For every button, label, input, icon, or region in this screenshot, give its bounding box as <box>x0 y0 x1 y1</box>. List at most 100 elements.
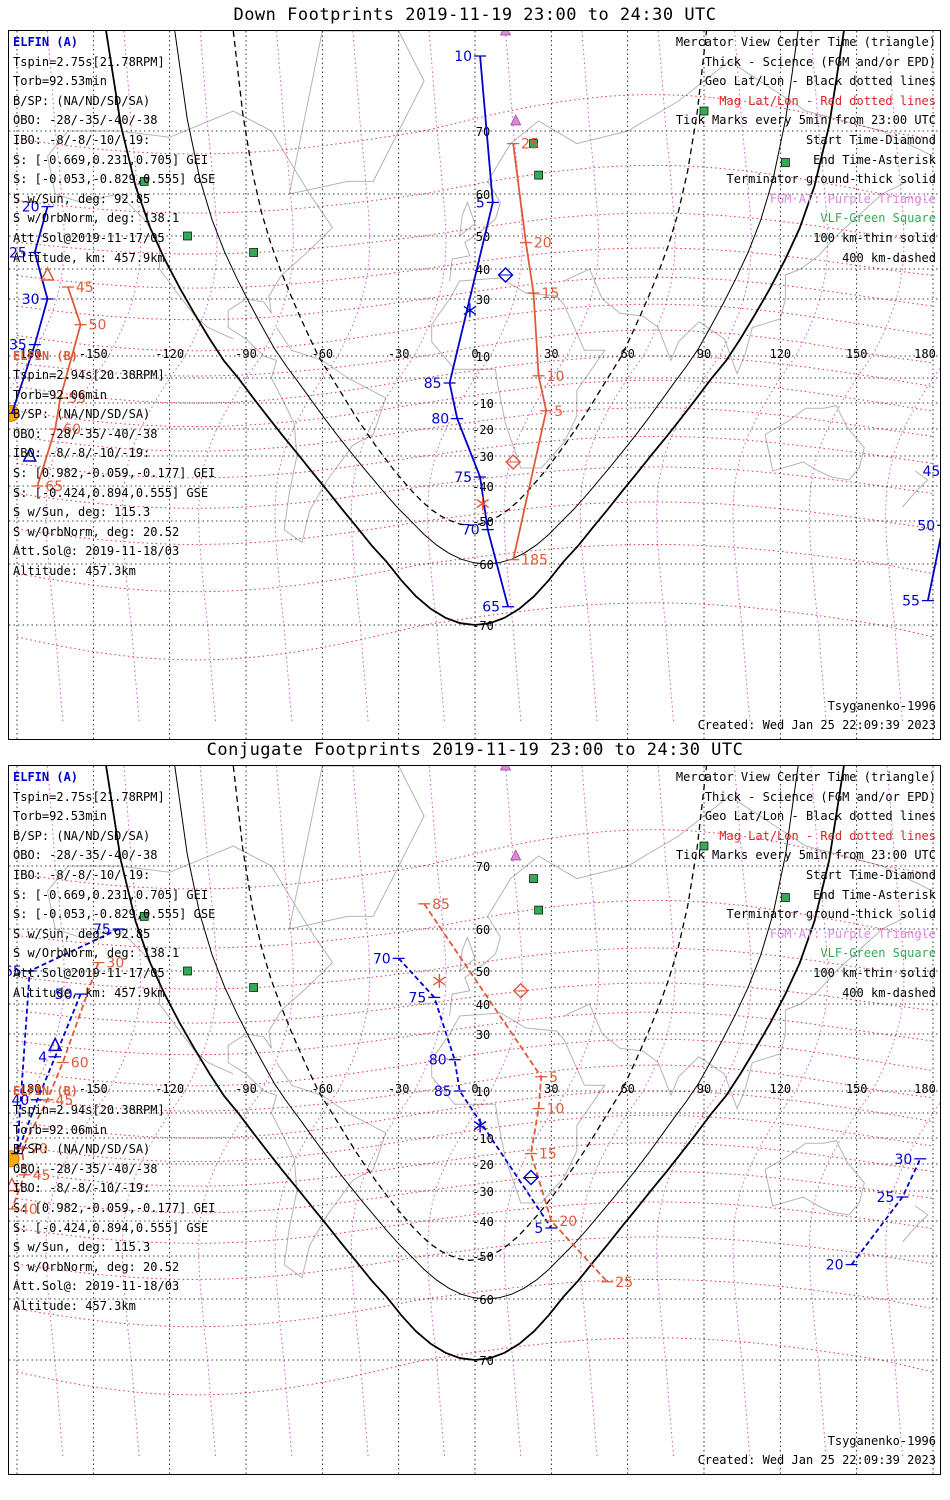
fgm-triangle-icon <box>510 849 522 861</box>
end-asterisk-icon <box>473 1118 487 1133</box>
lat-label: -20 <box>472 1158 494 1172</box>
lat-label: -20 <box>472 423 494 437</box>
elfin-b-obo: OBO: -28/-35/-40/-38 <box>13 426 158 441</box>
elfin-a-tick-label: 30 <box>22 292 40 308</box>
elfin-a-tick-label: 5 <box>534 1221 543 1237</box>
vlf-square-icon <box>781 893 790 902</box>
elfin-a-tick-label: 75 <box>454 470 472 486</box>
lat-label: -40 <box>472 1215 494 1229</box>
lat-label: 30 <box>476 293 490 307</box>
legend-400km: 400 km-dashed <box>842 985 936 1000</box>
legend-tick-marks: Tick Marks every 5min from 23:00 UTC <box>675 848 936 863</box>
elfin-b-tick-label: 5 <box>549 1070 558 1086</box>
vlf-square-icon <box>699 106 709 116</box>
down-footprints-map: -180 -150 -120 -90 -60 -30 0 30 60 90 120 150 180 70 6… <box>8 30 941 740</box>
elfin-a-tspin: Tspin=2.75s[21.78RPM] <box>13 789 165 804</box>
terminator-100km <box>174 766 799 1300</box>
elfin-a-tick-label: 55 <box>902 594 920 610</box>
vlf-square-icon <box>534 905 543 915</box>
legend-center-time: Mercator View Center Time (triangle) <box>675 770 936 784</box>
lat-label: -30 <box>472 450 494 464</box>
elfin-b-tspin: Tspin=2.94s[20.38RPM] <box>13 1103 165 1118</box>
center-time-triangle-icon <box>40 266 55 281</box>
lat-label: 50 <box>476 965 490 979</box>
vlf-square-icon <box>249 983 258 992</box>
vlf-square-icon <box>529 139 538 148</box>
terminator-ground <box>105 766 845 1361</box>
elfin-a-s-gei: S: [-0.669,0.231,0.705] GEI <box>13 152 209 167</box>
footer-created: Created: Wed Jan 25 22:09:39 2023 <box>697 718 936 733</box>
lat-label: -10 <box>472 397 494 411</box>
elfin-b-tick-label: 40 <box>20 1202 38 1218</box>
elfin-b-bsp: B/SP: (NA/ND/SD/SA) <box>13 1142 151 1157</box>
footer-created: Created: Wed Jan 25 22:09:39 2023 <box>697 1453 936 1468</box>
elfin-a-tick-label: 30 <box>894 1152 912 1168</box>
elfin-a-tick-label: 85 <box>424 376 442 392</box>
elfin-a-track <box>398 957 553 1229</box>
elfin-a-tick-label: 4 <box>38 1050 47 1066</box>
elfin-a-alt: Altitude, km: 457.9km <box>13 250 165 265</box>
legend-tick-marks: Tick Marks every 5min from 23:00 UTC <box>675 113 936 128</box>
legend: Mercator View Center Time (triangle) Thi… <box>676 768 936 1003</box>
vlf-square-icon <box>183 966 192 976</box>
panel-title-down: Down Footprints 2019-11-19 23:00 to 24:3… <box>233 5 717 25</box>
elfin-a-tick-label: 70 <box>462 523 480 539</box>
lon-label: -90 <box>235 1082 257 1096</box>
elfin-b-s-sun: S w/Sun, deg: 115.3 <box>13 505 151 520</box>
footer-right: Tsyganenko-1996 Created: Wed Jan 25 22:0… <box>698 1432 936 1471</box>
elfin-b-alt: Altitude: 457.3km <box>13 1299 136 1314</box>
lon-label: 30 <box>544 1082 558 1096</box>
elfin-a-tick-label: 35 <box>9 338 27 354</box>
elfin-b-tick-label: 20 <box>559 1214 577 1230</box>
legend-center-time: Mercator View Center Time (triangle) <box>675 35 936 49</box>
elfin-a-ibo: IBO: -8/-8/-10/-19: <box>13 132 151 147</box>
vlf-square-icon <box>529 874 538 883</box>
elfin-a-tick-label: 20 <box>22 200 40 216</box>
lon-label: -120 <box>155 347 184 361</box>
elfin-b-ibo: IBO: -8/-8/-10/-19: <box>13 1181 151 1196</box>
vlf-square-icon <box>781 158 790 167</box>
elfin-a-tick-label: 50 <box>55 987 73 1003</box>
terminator-400km <box>232 766 708 1261</box>
legend: Mercator View Center Time (triangle) Thi… <box>676 33 936 268</box>
lat-label: -50 <box>472 1250 494 1264</box>
footer-right: Tsyganenko-1996 Created: Wed Jan 25 22:0… <box>698 697 936 736</box>
elfin-b-alt: Altitude: 457.3km <box>13 564 136 579</box>
elfin-b-bsp: B/SP: (NA/ND/SD/SA) <box>13 407 151 422</box>
elfin-b-tick-label: 185 <box>521 553 548 569</box>
elfin-b-attsol: Att.Sol@: 2019-11-18/03 <box>13 1279 180 1294</box>
lat-label: 60 <box>476 188 490 202</box>
elfin-b-obo: OBO: -28/-35/-40/-38 <box>13 1161 158 1176</box>
center-time-triangle-icon <box>22 447 37 462</box>
elfin-b-tick-label: 60 <box>63 422 81 438</box>
vlf-square-icon <box>183 231 192 241</box>
lon-label: 90 <box>697 347 711 361</box>
elfin-b-tick-label: 5 <box>554 404 563 420</box>
elfin-b-track <box>11 962 100 1210</box>
lat-label: 30 <box>476 1028 490 1042</box>
elfin-a-tick-label: 25 <box>9 246 27 262</box>
vlf-square-icon <box>139 177 149 186</box>
elfin-b-s-orb: S w/OrbNorm, deg: 20.52 <box>13 1259 180 1274</box>
elfin-a-s-gei: S: [-0.669,0.231,0.705] GEI <box>13 887 209 902</box>
elfin-b-tick-label: 20 <box>534 236 552 252</box>
legend-terminator: Terminator ground-thick solid <box>726 907 936 922</box>
lon-label: 150 <box>846 1082 868 1096</box>
lat-label: 10 <box>476 1085 490 1099</box>
center-time-triangle-icon <box>47 1036 63 1052</box>
elfin-b-tick-label: 25 <box>521 137 539 153</box>
lon-label: -150 <box>79 347 108 361</box>
elfin-a-torb: Torb=92.53min <box>13 74 107 89</box>
sun-icon <box>9 1150 20 1168</box>
info-block: ELFIN (A) Tspin=2.75s[21.78RPM] Torb=92.… <box>13 33 215 582</box>
footer-model: Tsyganenko-1996 <box>827 1433 936 1448</box>
elfin-b-tick-label: 60 <box>71 1056 89 1072</box>
lat-label: 60 <box>476 923 490 937</box>
terminator-100km <box>174 31 799 565</box>
lat-label: 40 <box>476 263 490 277</box>
elfin-b-attsol: Att.Sol@: 2019-11-18/03 <box>13 544 180 559</box>
lat-label: -60 <box>472 1293 494 1307</box>
conjugate-footprints-map: -180 -150 -120 -90 -60 -30 0 30 60 90 120 150 180 70 6… <box>8 765 941 1475</box>
elfin-b-tick-label: 10 <box>547 1102 565 1118</box>
lon-label: 0 <box>471 1082 478 1096</box>
